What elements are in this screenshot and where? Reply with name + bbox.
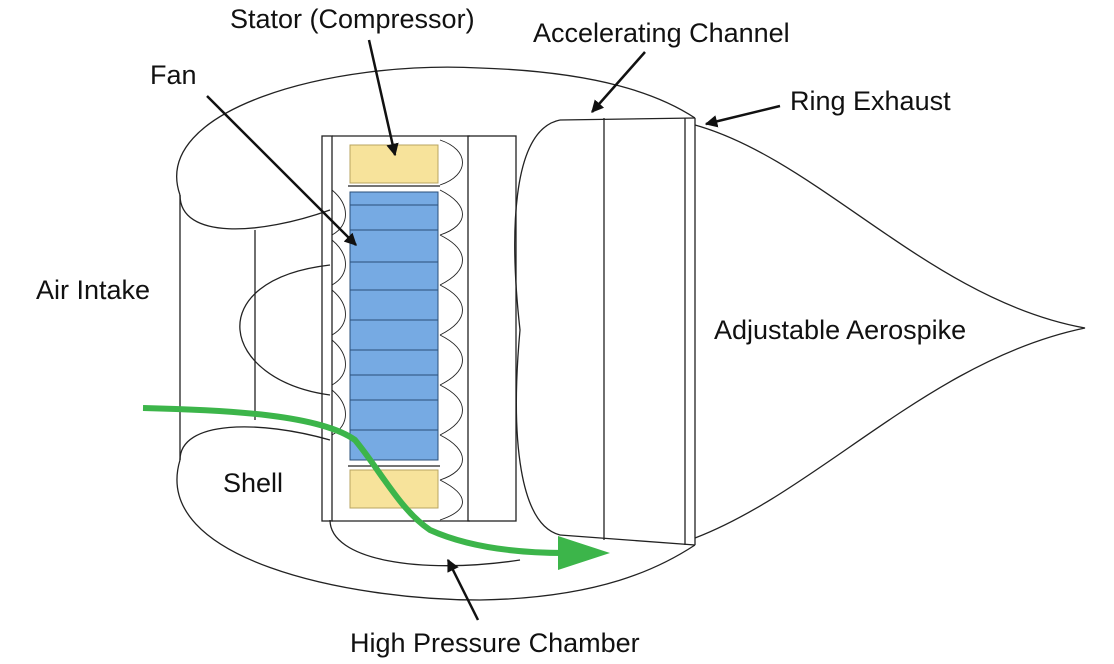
compressor-rear-ring [467,135,517,522]
shell-intake-rim-top [179,194,331,230]
airflow-arrow-path [142,405,566,556]
fan-front-disc [321,135,333,522]
leader-stator [367,39,399,157]
high-pressure-chamber-wall [329,519,521,567]
leader-high-pressure-chamber [446,558,480,621]
label-stator: Stator (Compressor) [230,4,475,34]
stator-block-top [349,144,439,184]
label-adjustable-aerospike: Adjustable Aerospike [714,315,967,345]
label-shell: Shell [223,468,284,498]
aerospike-body-front [514,119,561,536]
inner-duct [239,264,331,396]
airflow-arrow-head [558,536,610,570]
leader-accelerating-channel [591,51,646,113]
leader-ring-exhaust [704,104,781,128]
leader-fan [206,95,357,246]
fan-blade-curves [331,139,463,521]
label-ring-exhaust: Ring Exhaust [790,86,951,116]
shell-outer-bottom [176,459,696,601]
label-accelerating-channel: Accelerating Channel [533,18,790,48]
accelerating-channel-top [559,117,696,121]
label-air-intake: Air Intake [36,275,151,305]
label-high-pressure-chamber: High Pressure Chamber [350,628,640,658]
shell-outer-top [176,66,696,196]
fan-blade-dividers [350,204,438,431]
aerospike-cone [694,124,1086,539]
accelerating-channel-bottom [559,534,696,546]
shell-intake-rim-bottom [179,426,331,461]
fan-blade-stack [349,191,439,461]
label-fan: Fan [150,60,197,90]
